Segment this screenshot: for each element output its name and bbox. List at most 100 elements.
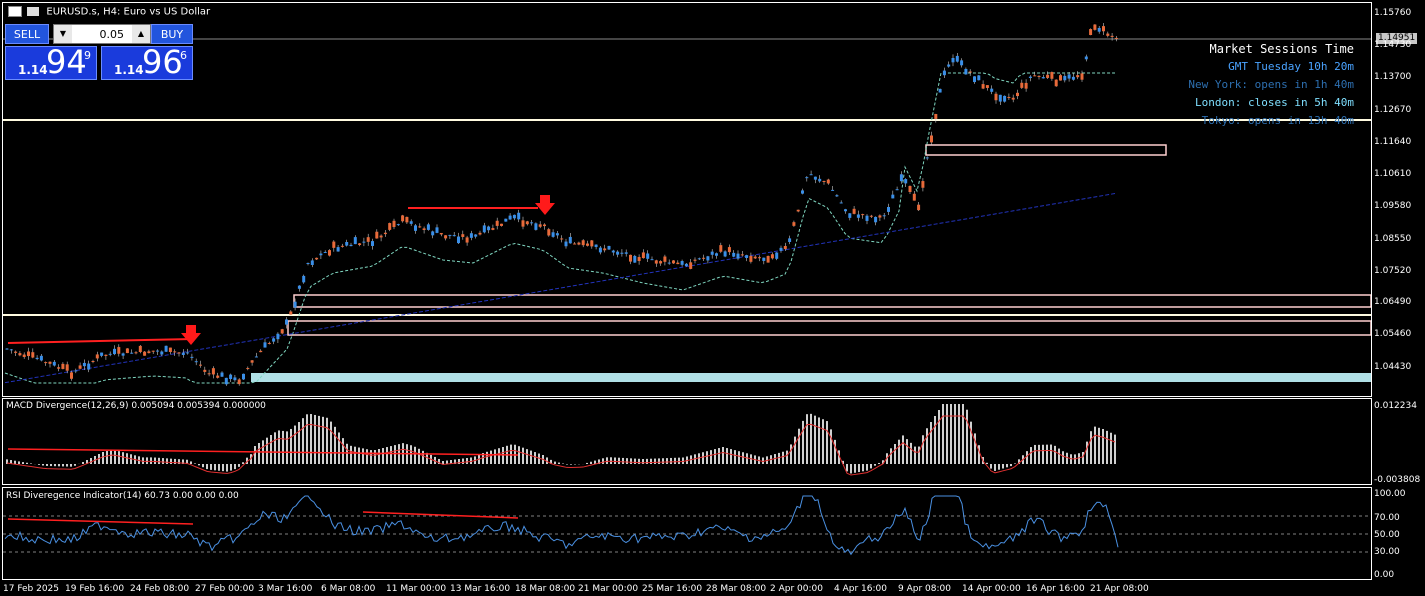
- candle-body: [560, 238, 564, 240]
- macd-bar: [858, 464, 860, 473]
- candle-body: [680, 261, 684, 265]
- rsi-pane[interactable]: [2, 487, 1372, 580]
- macd-bar: [498, 448, 500, 464]
- candle-body: [1028, 76, 1032, 78]
- macd-bar: [730, 449, 732, 464]
- zone-box: [925, 144, 1167, 156]
- candle-body: [590, 240, 594, 247]
- price-chart-pane[interactable]: [2, 2, 1372, 397]
- macd-bar: [530, 450, 532, 464]
- macd-bar: [898, 439, 900, 464]
- candle-body: [186, 352, 190, 354]
- chart-type-icon[interactable]: [27, 7, 40, 16]
- macd-bar: [490, 450, 492, 464]
- macd-pane[interactable]: [2, 398, 1372, 485]
- macd-bar: [698, 453, 700, 464]
- time-axis-label: 27 Feb 00:00: [195, 584, 255, 594]
- candle-body: [968, 71, 972, 73]
- macd-bar: [978, 445, 980, 464]
- macd-bar: [206, 464, 208, 470]
- macd-bar: [826, 421, 828, 464]
- macd-bar: [334, 426, 336, 464]
- candle-body: [177, 352, 181, 354]
- macd-bar: [18, 461, 20, 464]
- time-axis-label: 25 Mar 16:00: [642, 584, 703, 594]
- candle-body: [52, 361, 56, 366]
- sell-price-box[interactable]: 1.14 94 9: [5, 43, 97, 81]
- sell-button[interactable]: SELL: [5, 24, 49, 44]
- macd-bar: [890, 448, 892, 464]
- candle-body: [173, 351, 177, 353]
- macd-bar: [1094, 426, 1096, 464]
- candle-body: [1020, 82, 1024, 88]
- macd-bar: [126, 453, 128, 464]
- candle-body: [912, 193, 916, 201]
- candle-body: [1067, 74, 1071, 79]
- candle-body: [383, 232, 387, 235]
- macd-bar: [1114, 434, 1116, 464]
- macd-bar: [362, 448, 364, 464]
- candle-body: [48, 361, 52, 364]
- candle-body: [1114, 37, 1118, 39]
- time-axis-label: 21 Apr 08:00: [1090, 584, 1149, 594]
- candle-body: [1011, 97, 1015, 100]
- sell-price-pips: 94: [46, 43, 87, 81]
- candle-body: [435, 227, 439, 233]
- candle-body: [947, 64, 951, 67]
- candle-body: [315, 257, 319, 260]
- macd-bar: [1042, 444, 1044, 464]
- macd-bar: [1078, 453, 1080, 464]
- fast-ma-line: [4, 72, 1115, 384]
- macd-bar: [426, 452, 428, 464]
- candle-body: [491, 228, 495, 230]
- lot-decrease-icon[interactable]: ▼: [54, 25, 72, 43]
- macd-bar: [114, 450, 116, 464]
- macd-bar: [606, 457, 608, 464]
- buy-button[interactable]: BUY: [151, 24, 193, 44]
- macd-bar: [806, 414, 808, 464]
- candle-body: [87, 363, 91, 370]
- candle-body: [1097, 27, 1101, 32]
- macd-bar: [522, 447, 524, 464]
- macd-bar: [702, 452, 704, 464]
- chart-menu-icon[interactable]: [8, 6, 22, 17]
- macd-bar: [682, 457, 684, 464]
- candle-body: [706, 256, 710, 261]
- macd-bar: [882, 460, 884, 464]
- candle-body: [478, 232, 482, 235]
- macd-bar: [1110, 432, 1112, 464]
- macd-bar: [670, 457, 672, 464]
- macd-bar: [122, 452, 124, 464]
- macd-bar: [970, 421, 972, 464]
- macd-bar: [570, 464, 572, 465]
- buy-price-box[interactable]: 1.14 96 6: [101, 43, 193, 81]
- buy-price-fraction: 6: [180, 49, 187, 62]
- lot-increase-icon[interactable]: ▲: [132, 25, 150, 43]
- time-axis-label: 3 Mar 16:00: [258, 584, 313, 594]
- macd-bar: [454, 459, 456, 464]
- macd-bar: [598, 459, 600, 464]
- rsi-axis-label: 70.00: [1374, 513, 1400, 523]
- macd-bar: [282, 430, 284, 464]
- candle-body: [349, 244, 353, 247]
- lot-size-input[interactable]: ▼ 0.05 ▲: [53, 24, 151, 44]
- candle-body: [887, 207, 890, 212]
- macd-bar: [786, 450, 788, 464]
- candle-body: [990, 88, 994, 92]
- candle-body: [388, 223, 392, 230]
- candle-body: [710, 251, 714, 255]
- macd-bar: [558, 462, 560, 464]
- candle-body: [392, 220, 396, 227]
- candle-body: [156, 350, 159, 352]
- candle-body: [482, 225, 486, 233]
- candle-body: [985, 85, 989, 88]
- candle-body: [594, 244, 598, 248]
- candle-body: [598, 247, 602, 253]
- macd-bar: [614, 457, 616, 464]
- candle-body: [461, 234, 465, 237]
- macd-bar: [790, 444, 792, 464]
- candle-body: [233, 377, 237, 381]
- time-axis-label: 11 Mar 00:00: [386, 584, 447, 594]
- time-axis-label: 14 Apr 00:00: [962, 584, 1021, 594]
- rsi-axis-label: 0.00: [1374, 570, 1395, 580]
